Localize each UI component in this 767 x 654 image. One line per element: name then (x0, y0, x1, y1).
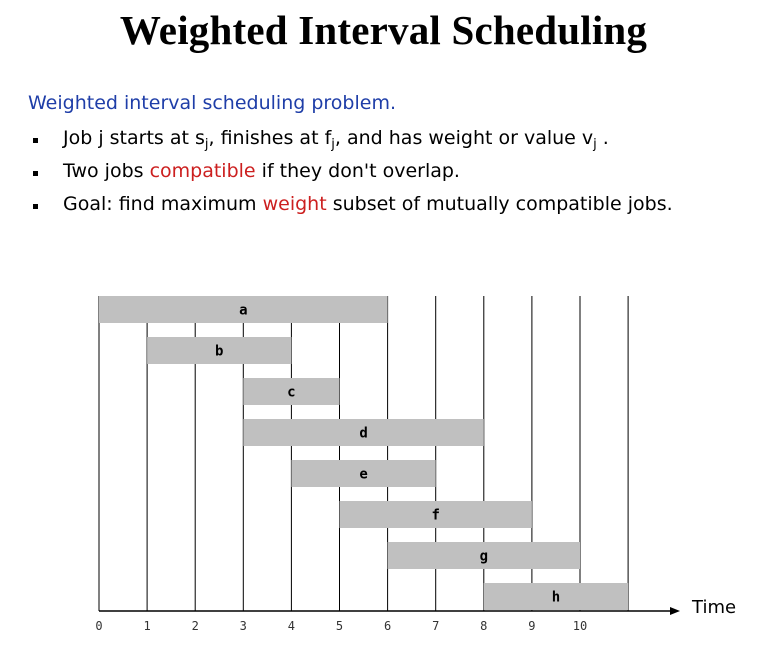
intro-text: Weighted interval scheduling problem. (28, 92, 396, 114)
job-bar-d (243, 419, 484, 446)
bullet-item: Goal: find maximum weight subset of mutu… (30, 190, 673, 223)
axis-arrow-icon (670, 607, 680, 615)
subscript: j (204, 137, 209, 152)
job-label-d: d (359, 426, 367, 442)
tick-label: 3 (240, 619, 247, 633)
bullet-item: Two jobs compatible if they don't overla… (30, 157, 673, 190)
slide-title: Weighted Interval Scheduling (119, 7, 648, 53)
tick-label: 6 (384, 619, 391, 633)
job-label-g: g (480, 549, 488, 565)
tick-label: 7 (432, 619, 439, 633)
bullet-text: , and has weight or value v (334, 127, 594, 149)
highlight-compatible: compatible (149, 160, 256, 182)
job-label-h: h (552, 590, 560, 606)
tick-label: 9 (528, 619, 535, 633)
job-bar-h (483, 583, 629, 610)
bullet-square-icon (33, 171, 38, 176)
bullet-list: Job j starts at sj, finishes at fj, and … (30, 124, 673, 223)
job-label-b: b (215, 344, 223, 360)
job-bar-a (99, 296, 388, 323)
bullet-text: if they don't overlap. (255, 160, 460, 182)
bullet-text: Two jobs (63, 160, 150, 182)
tick-label: 2 (192, 619, 199, 633)
tick-label: 8 (480, 619, 487, 633)
job-bar-b (147, 337, 292, 364)
subscript: j (331, 137, 335, 152)
bullet-text: Job j starts at s (63, 127, 205, 149)
tick-label: 0 (95, 619, 102, 633)
bullet-text: subset of mutually compatible jobs. (326, 193, 673, 215)
axis-label: Time (691, 597, 736, 618)
subscript: j (593, 137, 597, 152)
job-bar-c (243, 378, 340, 405)
job-bar-f (339, 501, 532, 528)
job-label-c: c (287, 385, 295, 401)
job-label-a: a (239, 303, 247, 319)
bullet-text: . (596, 127, 609, 149)
bullet-square-icon (33, 138, 38, 143)
job-label-e: e (359, 467, 367, 483)
tick-label: 1 (143, 619, 150, 633)
job-label-f: f (431, 508, 439, 524)
job-bar-g (387, 542, 580, 569)
bullet-square-icon (33, 204, 38, 209)
job-bar-e (291, 460, 436, 487)
bullet-text: , finishes at f (208, 127, 332, 149)
bullet-text: Goal: find maximum (63, 193, 263, 215)
bullet-item: Job j starts at sj, finishes at fj, and … (30, 124, 673, 157)
highlight-weight: weight (262, 193, 327, 215)
tick-label: 5 (336, 619, 343, 633)
tick-label: 10 (573, 619, 587, 633)
tick-label: 4 (288, 619, 295, 633)
